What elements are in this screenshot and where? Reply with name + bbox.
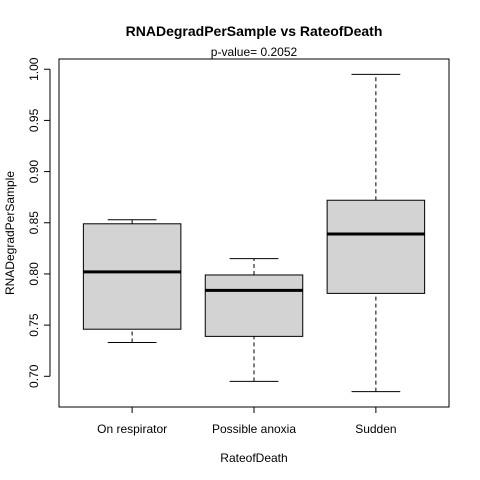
box-group <box>82 219 182 344</box>
y-tick-label: 0.70 <box>27 364 41 388</box>
box-group <box>204 258 304 382</box>
x-tick-label: On respirator <box>97 422 167 436</box>
y-tick-label: 0.85 <box>27 211 41 235</box>
x-axis: On respirator Possible anoxia Sudden <box>97 406 397 436</box>
y-axis: 0.70 0.75 0.80 0.85 0.90 0.95 1.00 <box>27 57 51 388</box>
x-tick-label: Possible anoxia <box>212 422 296 436</box>
chart-title: RNADegradPerSample vs RateofDeath <box>126 23 383 39</box>
chart-subtitle: p-value= 0.2052 <box>211 45 298 59</box>
box <box>326 199 426 294</box>
y-tick-label: 0.80 <box>27 262 41 286</box>
x-axis-label: RateofDeath <box>220 451 287 465</box>
box <box>204 274 304 337</box>
x-tick-label: Sudden <box>355 422 396 436</box>
box <box>82 223 182 330</box>
y-tick-label: 1.00 <box>27 57 41 81</box>
y-axis-label: RNADegradPerSample <box>3 171 17 295</box>
y-tick-label: 0.90 <box>27 160 41 184</box>
box-group <box>326 73 426 393</box>
y-tick-label: 0.95 <box>27 108 41 132</box>
y-tick-label: 0.75 <box>27 313 41 337</box>
boxes-layer <box>82 73 426 393</box>
